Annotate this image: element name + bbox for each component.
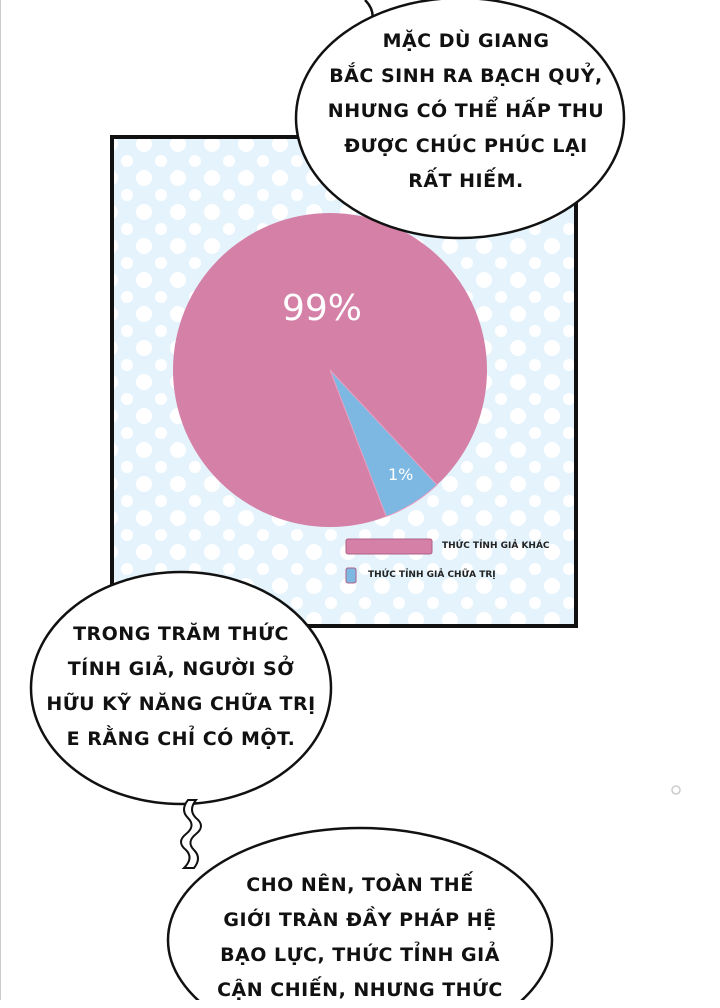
text-line: MẶC DÙ GIANG <box>382 30 550 52</box>
legend-label-healer: THỨC TỈNH GIẢ CHỮA TRỊ <box>368 570 496 580</box>
page-edge <box>0 0 1 1000</box>
chart-panel <box>110 135 578 628</box>
bottom-bubble-text: CHO NÊN, TOÀN THẾ GIỚI TRÀN ĐẦY PHÁP HỆ … <box>200 868 520 1008</box>
text-line: CẬN CHIẾN, NHƯNG THỨC <box>217 979 503 1001</box>
legend-label-other: THỨC TỈNH GIẢ KHÁC <box>442 541 550 551</box>
pie-slice-healer <box>329 369 438 518</box>
left-bubble-text: TRONG TRĂM THỨC TÍNH GIẢ, NGƯỜI SỞ HỮU K… <box>40 617 322 757</box>
pie-label-1: 1% <box>388 465 414 484</box>
connector-tail <box>180 799 202 869</box>
text-line: RẤT HIẾM. <box>408 170 524 192</box>
text-line: E RẰNG CHỈ CÓ MỘT. <box>66 728 296 750</box>
text-line: TÍNH GIẢ, NGƯỜI SỞ <box>67 658 295 680</box>
pie-chart <box>173 213 487 527</box>
text-line: HỮU KỸ NĂNG CHỮA TRỊ <box>46 693 316 715</box>
pie-label-99: 99% <box>282 288 363 329</box>
top-bubble-text: MẶC DÙ GIANG BẮC SINH RA BẠCH QUỶ, NHƯNG… <box>306 24 626 199</box>
legend-swatch-other <box>345 538 433 555</box>
bottom-bubble <box>166 826 554 1000</box>
text-line: BẠO LỰC, THỨC TỈNH GIẢ <box>220 944 500 966</box>
text-line: TRONG TRĂM THỨC <box>73 623 289 645</box>
top-bubble <box>294 0 626 240</box>
text-line: NHƯNG CÓ THỂ HẤP THU <box>327 100 605 122</box>
text-line: CHO NÊN, TOÀN THẾ <box>246 874 474 896</box>
legend-swatch-healer <box>345 567 357 584</box>
text-line: GIỚI TRÀN ĐẦY PHÁP HỆ <box>223 909 497 931</box>
left-bubble <box>29 570 333 806</box>
small-ring <box>671 785 681 795</box>
text-line: ĐƯỢC CHÚC PHÚC LẠI <box>344 135 588 157</box>
text-line: BẮC SINH RA BẠCH QUỶ, <box>329 65 603 87</box>
